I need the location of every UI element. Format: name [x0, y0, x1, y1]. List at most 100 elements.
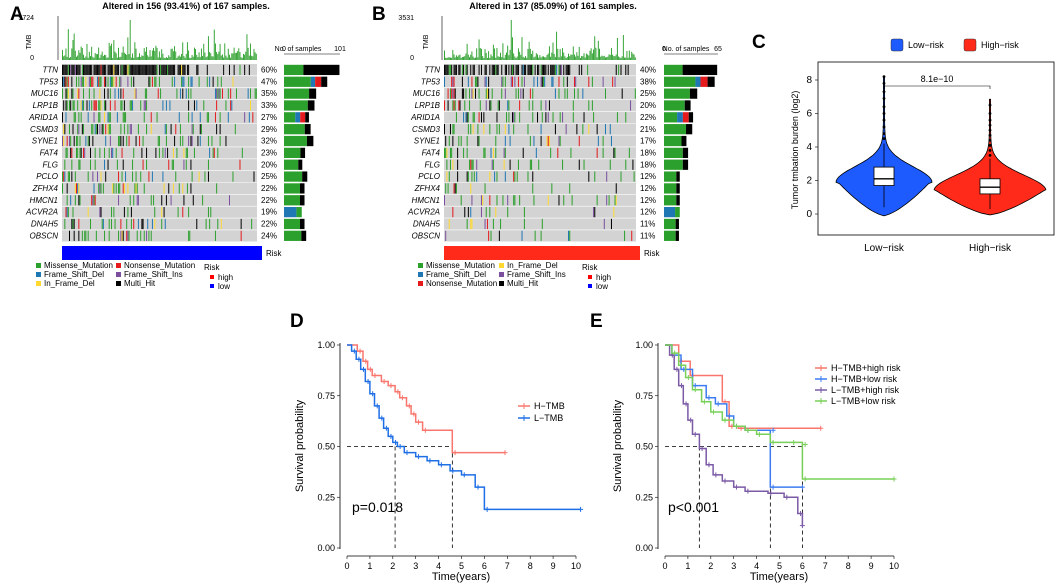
tmb-bar [584, 57, 586, 60]
mutation-cell [162, 64, 164, 76]
mutation-cell [489, 171, 491, 182]
mutation-cell [120, 88, 122, 99]
mutation-cell [155, 147, 157, 158]
legend-risk-label-low: low [596, 282, 608, 291]
mutation-cell [444, 64, 446, 76]
outlier-point [988, 112, 992, 115]
mutation-cell [142, 64, 144, 76]
mutation-cell [527, 124, 529, 135]
tmb-bar [80, 46, 82, 60]
panel-c-pvalue: 8.1e−10 [921, 74, 954, 84]
mutation-cell [514, 195, 516, 206]
panel-b-oncoplot: Altered in 137 (85.09%) of 161 samples. … [398, 1, 722, 291]
tmb-bar [600, 56, 602, 60]
gene-pct-SYNE1: 32% [261, 137, 277, 146]
mutation-cell [76, 76, 77, 87]
panel-e-median-lines [665, 446, 803, 548]
mutation-cell [77, 100, 79, 111]
mutation-cell [523, 218, 525, 230]
censor-mark [678, 383, 684, 389]
mutation-cell [455, 183, 457, 194]
mutation-cell [212, 147, 214, 158]
count-bar-OBSCN [301, 230, 307, 241]
count-bar-OBSCN [284, 230, 302, 241]
mutation-cell [83, 64, 85, 76]
mutation-cell [248, 64, 250, 76]
mutation-cell [137, 195, 139, 206]
x-tick-label-1: 1 [685, 561, 690, 571]
mutation-cell [86, 100, 88, 111]
mutation-cell [484, 218, 486, 230]
mutation-cell [65, 207, 67, 218]
gene-pct-MUC16: 25% [640, 89, 656, 98]
tmb-bar [477, 57, 479, 60]
tmb-bar [255, 53, 257, 60]
tmb-bar [185, 53, 187, 60]
tmb-bar [572, 46, 574, 60]
gene-pct-FLG: 18% [640, 160, 656, 169]
mutation-cell [453, 88, 455, 99]
mutation-cell [207, 135, 209, 147]
mutation-cell [182, 64, 184, 76]
tmb-bar [158, 51, 160, 60]
count-bar-LRP1B [307, 100, 315, 111]
legend-swatch-Multi_Hit [116, 281, 121, 286]
mutation-cell [627, 64, 629, 76]
legend-swatch-Frame_Shift_Del [36, 272, 41, 277]
mutation-cell [532, 88, 534, 99]
tmb-bar [461, 56, 463, 60]
count-bar-ARID1A [682, 112, 689, 123]
tmb-bar [142, 55, 144, 60]
mutation-cell [552, 64, 554, 76]
mutation-cell [466, 171, 468, 182]
mutation-cell [191, 112, 193, 123]
tmb-bar [490, 54, 492, 60]
mutation-cell [164, 64, 166, 76]
panel-a-mutation-grid [62, 64, 257, 243]
mutation-cell [76, 147, 77, 158]
mutation-cell [93, 112, 95, 123]
mutation-cell [532, 183, 534, 194]
count-bar-MUC16 [309, 88, 317, 99]
tmb-bar [242, 53, 244, 60]
mutation-cell [569, 183, 571, 194]
tmb-bar [218, 51, 220, 60]
mutation-cell [151, 76, 153, 87]
mutation-cell [62, 183, 63, 194]
censor-mark [733, 423, 739, 429]
mutation-cell [466, 64, 468, 76]
mutation-cell [453, 183, 455, 194]
panel-b-risk-bar [444, 246, 640, 260]
mutation-cell [191, 124, 193, 135]
mutation-cell [146, 124, 148, 135]
mutation-cell [62, 171, 63, 182]
mutation-cell [115, 76, 117, 87]
tmb-bar [631, 51, 633, 60]
mutation-cell [550, 64, 552, 76]
mutation-cell [510, 64, 512, 76]
mutation-cell [130, 76, 132, 87]
tmb-bar [619, 57, 621, 60]
mutation-cell [66, 76, 68, 87]
count-bar-PCLO [302, 171, 308, 182]
gene-label-TTN: TTN [42, 66, 58, 75]
mutation-cell [532, 64, 534, 76]
mutation-cell [503, 159, 505, 170]
gene-pct-HMCN1: 12% [640, 196, 656, 205]
mutation-cell [190, 135, 192, 147]
mutation-cell [455, 112, 457, 123]
mutation-cell [207, 171, 209, 182]
count-bar-ACVR2A [296, 207, 302, 218]
mutation-cell [65, 88, 67, 99]
mutation-cell [198, 171, 200, 182]
y-tick-label-0.75: 0.75 [635, 391, 653, 401]
tmb-bar [225, 55, 227, 60]
mutation-cell [547, 112, 549, 123]
count-bar-HMCN1 [664, 195, 677, 206]
tmb-bar [507, 45, 509, 60]
mutation-cell [105, 171, 107, 182]
mutation-cell [455, 64, 457, 76]
mutation-cell [99, 88, 101, 99]
mutation-cell [240, 230, 242, 241]
